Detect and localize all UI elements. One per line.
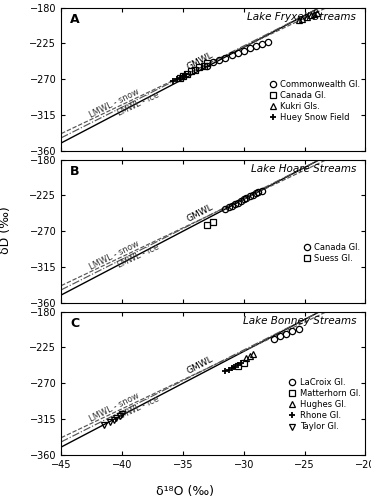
Text: B: B: [70, 166, 80, 178]
Text: LMWL - ice: LMWL - ice: [116, 90, 161, 118]
Legend: Commonwealth Gl., Canada Gl., Kukri Gls., Huey Snow Field: Commonwealth Gl., Canada Gl., Kukri Gls.…: [268, 79, 361, 122]
Text: LMWL - snow: LMWL - snow: [88, 88, 141, 120]
Text: GMWL: GMWL: [185, 355, 214, 376]
Text: GMWL: GMWL: [185, 203, 214, 224]
Text: GMWL: GMWL: [185, 51, 214, 72]
Text: Lake Hoare Streams: Lake Hoare Streams: [251, 164, 356, 174]
Legend: Canada Gl., Suess Gl.: Canada Gl., Suess Gl.: [302, 242, 361, 264]
Text: A: A: [70, 13, 80, 26]
Text: LMWL - ice: LMWL - ice: [116, 242, 161, 270]
Text: δD (‰): δD (‰): [0, 206, 12, 254]
Text: δ¹⁸O (‰): δ¹⁸O (‰): [157, 484, 214, 498]
Text: LMWL - snow: LMWL - snow: [88, 240, 141, 272]
Text: Lake Bonney Streams: Lake Bonney Streams: [243, 316, 356, 326]
Text: LMWL - ice: LMWL - ice: [116, 394, 161, 422]
Text: LMWL - snow: LMWL - snow: [88, 392, 141, 424]
Text: C: C: [70, 318, 79, 330]
Text: Lake Fryxell Streams: Lake Fryxell Streams: [247, 12, 356, 22]
Legend: LaCroix Gl., Matterhorn Gl., Hughes Gl., Rhone Gl., Taylor Gl.: LaCroix Gl., Matterhorn Gl., Hughes Gl.,…: [287, 378, 361, 432]
